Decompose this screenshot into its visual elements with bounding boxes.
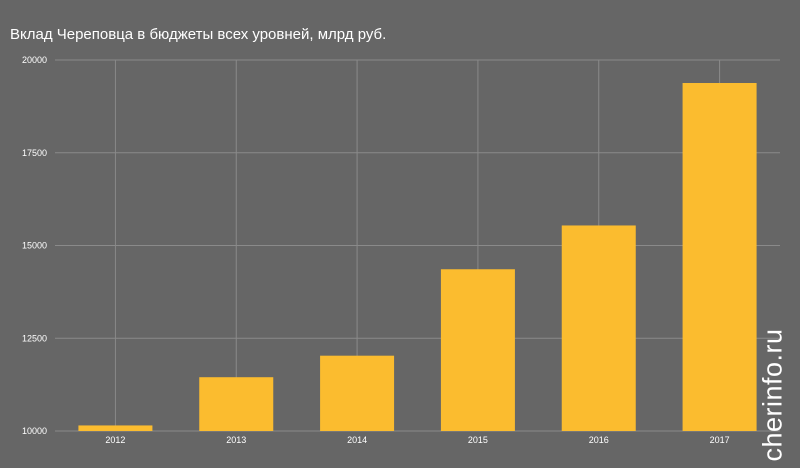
x-tick-label: 2014 (347, 435, 367, 445)
x-tick-label: 2013 (226, 435, 246, 445)
x-tick-label: 2017 (710, 435, 730, 445)
chart-title: Вклад Череповца в бюджеты всех уровней, … (10, 26, 387, 43)
y-tick-label: 17500 (22, 148, 47, 158)
bar-2013 (199, 377, 274, 431)
bar-2012 (78, 425, 153, 431)
y-tick-label: 15000 (22, 241, 47, 251)
x-tick-label: 2012 (105, 435, 125, 445)
y-axis-ticks: 10000 12500 15000 17500 20000 (22, 55, 47, 436)
y-tick-label: 12500 (22, 333, 47, 343)
bar-2016 (561, 225, 636, 431)
grid-lines (55, 59, 780, 432)
watermark: cherinfo.ru (757, 328, 788, 462)
bar-2017 (682, 83, 757, 431)
x-tick-label: 2015 (468, 435, 488, 445)
y-tick-label: 10000 (22, 426, 47, 436)
x-tick-label: 2016 (589, 435, 609, 445)
y-tick-label: 20000 (22, 55, 47, 65)
x-axis-ticks: 2012 2013 2014 2015 2016 2017 (105, 435, 729, 445)
bar-2014 (320, 355, 395, 431)
bars (78, 83, 757, 431)
bar-2015 (440, 269, 515, 431)
